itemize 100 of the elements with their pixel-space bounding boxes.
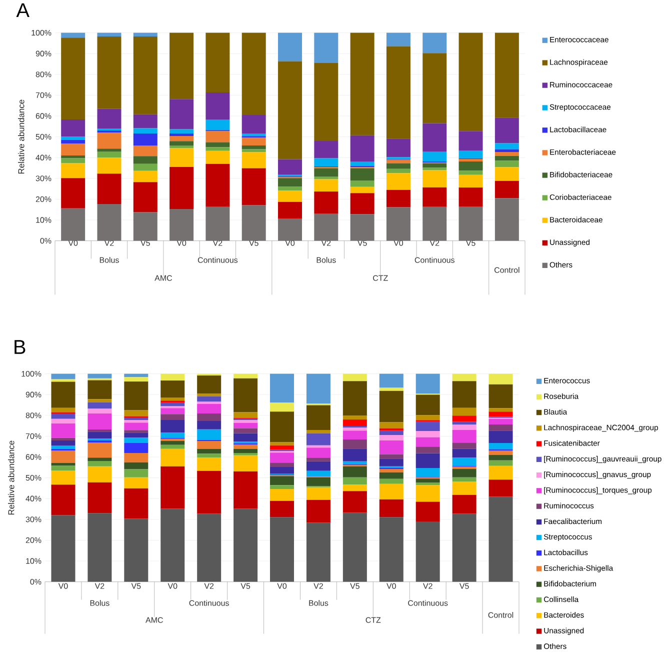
bar: [206, 147, 230, 151]
bar: [133, 145, 158, 156]
bar: [416, 521, 440, 582]
bar: [88, 398, 112, 402]
bar: [124, 374, 148, 377]
bar: [242, 168, 266, 206]
bar: [488, 418, 513, 424]
bar: [197, 470, 222, 514]
bar: [242, 137, 266, 146]
bar: [386, 138, 410, 157]
bar: [306, 457, 330, 462]
bar: [61, 208, 86, 241]
bar: [278, 218, 302, 241]
bar: [422, 163, 447, 168]
bar: [342, 461, 367, 464]
bar: [51, 438, 76, 440]
bar: [342, 419, 367, 426]
bar: [306, 461, 330, 471]
y-axis-title: Relative abundance: [18, 100, 24, 174]
bar: [124, 432, 148, 438]
bar: [270, 466, 294, 474]
bar: [386, 190, 410, 208]
chart-title: A: [16, 3, 30, 17]
bar: [51, 413, 76, 419]
bar: [88, 374, 112, 378]
bar: [88, 460, 112, 466]
bar: [197, 404, 222, 414]
bar: [197, 375, 222, 394]
bar: [422, 151, 447, 162]
bar: [278, 159, 302, 175]
bar: [488, 408, 513, 412]
bar: [278, 178, 302, 187]
bar: [270, 462, 294, 467]
bar: [124, 469, 148, 478]
bar: [270, 411, 294, 442]
bar: [97, 151, 122, 158]
bar: [494, 180, 519, 198]
bar: [133, 36, 158, 114]
bar: [124, 477, 148, 488]
bar: [306, 374, 330, 404]
bar: [133, 32, 158, 36]
bar: [314, 179, 338, 192]
bar: [88, 482, 112, 513]
bar: [488, 442, 513, 450]
bar: [306, 433, 330, 446]
bar: [197, 420, 222, 430]
bar: [488, 454, 513, 460]
bar: [61, 32, 86, 38]
bar: [88, 457, 112, 461]
bar: [88, 380, 112, 399]
bar: [452, 380, 476, 408]
bar: [97, 204, 122, 241]
bar: [342, 439, 367, 448]
bar: [61, 163, 86, 178]
bar: [51, 440, 76, 446]
bar: [170, 166, 194, 209]
bar: [422, 167, 447, 170]
y-axis-title: Relative abundance: [8, 440, 14, 514]
bar: [51, 466, 76, 470]
bar: [88, 466, 112, 482]
bar: [342, 380, 367, 416]
bar: [124, 442, 148, 453]
bar: [350, 32, 374, 136]
bar: [458, 130, 483, 150]
bar: [242, 145, 266, 150]
bar: [386, 160, 410, 164]
bar: [458, 187, 483, 206]
bar: [234, 420, 258, 423]
bar: [488, 450, 513, 455]
bar: [197, 401, 222, 404]
bar: [416, 437, 440, 446]
bar: [350, 186, 374, 193]
bar: [416, 394, 440, 415]
bar: [97, 36, 122, 109]
bar: [88, 408, 112, 414]
bar: [270, 484, 294, 489]
bar: [494, 156, 519, 161]
bar: [197, 440, 222, 449]
bar: [306, 477, 330, 486]
bar: [458, 150, 483, 158]
bar: [422, 32, 447, 53]
bar: [314, 213, 338, 241]
bar: [160, 374, 185, 380]
bar: [197, 453, 222, 458]
bar: [452, 421, 476, 424]
bar: [314, 158, 338, 166]
bar: [160, 432, 185, 438]
bar: [458, 174, 483, 188]
bar: [306, 405, 330, 430]
bar: [379, 440, 404, 454]
bar: [206, 150, 230, 164]
bar: [51, 374, 76, 380]
bar: [306, 487, 330, 500]
bar: [61, 143, 86, 156]
bar: [452, 408, 476, 416]
bar: [458, 161, 483, 171]
bar: [242, 152, 266, 168]
bar: [452, 374, 476, 381]
bar: [342, 466, 367, 478]
bar: [170, 208, 194, 241]
